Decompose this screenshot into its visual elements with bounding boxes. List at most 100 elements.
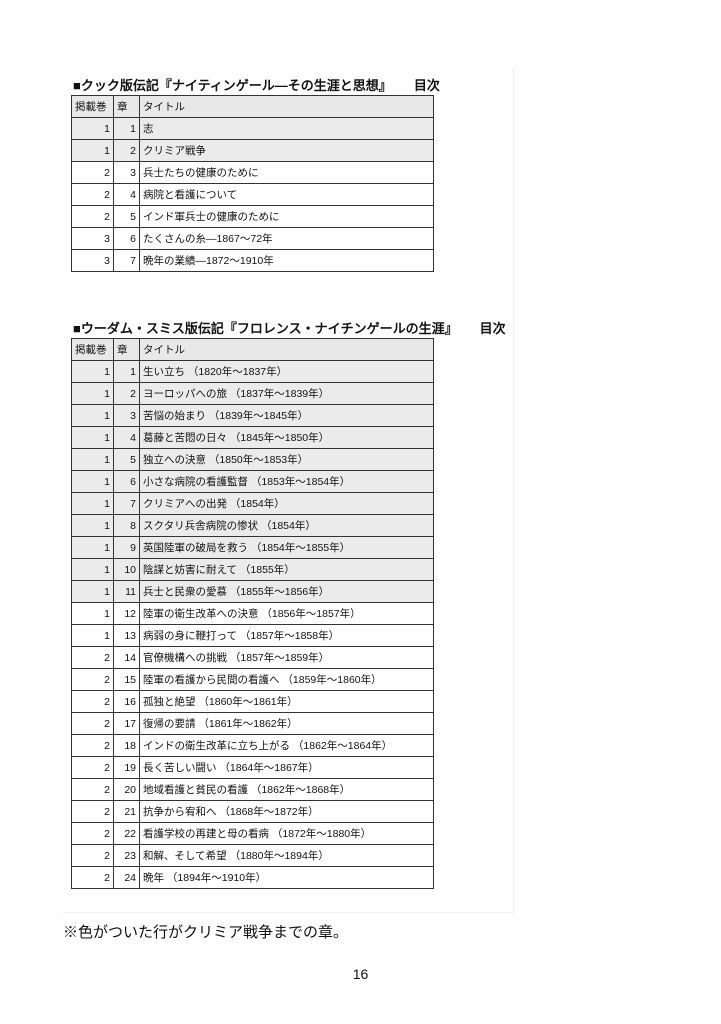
column-header: 掲載巻 [71, 338, 114, 361]
title-cell: 小さな病院の看護監督 （1853年〜1854年） [139, 470, 434, 493]
table-row: 1 3 苦悩の始まり （1839年〜1845年） [71, 404, 434, 427]
title-cell: スクタリ兵舎病院の惨状 （1854年） [139, 514, 434, 537]
chapter-cell: 3 [113, 161, 140, 184]
volume-cell: 3 [71, 227, 114, 250]
woodham-title-suffix: 目次 [479, 321, 506, 336]
table-row: 2 19 長く苦しい闘い （1864年〜1867年） [71, 756, 434, 779]
title-cell: 病院と看護について [139, 183, 434, 206]
volume-cell: 2 [71, 822, 114, 845]
chapter-cell: 21 [113, 800, 140, 823]
volume-cell: 1 [71, 602, 114, 625]
column-header: タイトル [139, 95, 434, 118]
title-cell: たくさんの糸―1867〜72年 [139, 227, 434, 250]
chapter-cell: 1 [113, 360, 140, 383]
title-cell: 官僚機構への挑戦 （1857年〜1859年） [139, 646, 434, 669]
volume-cell: 2 [71, 778, 114, 801]
title-cell: 陸軍の看護から民間の看護へ （1859年〜1860年） [139, 668, 434, 691]
embedded-table-image [63, 68, 514, 913]
chapter-cell: 23 [113, 844, 140, 867]
title-cell: 晩年の業績―1872〜1910年 [139, 249, 434, 272]
volume-cell: 2 [71, 161, 114, 184]
table-header-row: 掲載巻章タイトル [71, 338, 434, 361]
title-cell: 病弱の身に鞭打って （1857年〜1858年） [139, 624, 434, 647]
table-row: 2 23 和解、そして希望 （1880年〜1894年） [71, 844, 434, 867]
column-header: 章 [113, 338, 140, 361]
chapter-cell: 2 [113, 139, 140, 162]
title-cell: 葛藤と苦悶の日々 （1845年〜1850年） [139, 426, 434, 449]
chapter-cell: 1 [113, 117, 140, 140]
title-cell: 兵士と民衆の愛慕 （1855年〜1856年） [139, 580, 434, 603]
volume-cell: 1 [71, 514, 114, 537]
chapter-cell: 20 [113, 778, 140, 801]
chapter-cell: 24 [113, 866, 140, 889]
chapter-cell: 4 [113, 426, 140, 449]
chapter-cell: 7 [113, 249, 140, 272]
table-header-row: 掲載巻章タイトル [71, 95, 434, 118]
table-row: 2 16 孤独と絶望 （1860年〜1861年） [71, 690, 434, 713]
table-row: 1 2 クリミア戦争 [71, 139, 434, 162]
volume-cell: 2 [71, 756, 114, 779]
table-row: 2 24 晩年 （1894年〜1910年） [71, 866, 434, 889]
column-header: タイトル [139, 338, 434, 361]
table-row: 1 11 兵士と民衆の愛慕 （1855年〜1856年） [71, 580, 434, 603]
volume-cell: 1 [71, 360, 114, 383]
table-row: 1 5 独立への決意 （1850年〜1853年） [71, 448, 434, 471]
volume-cell: 1 [71, 117, 114, 140]
table-row: 2 5 インド軍兵士の健康のために [71, 205, 434, 228]
chapter-cell: 7 [113, 492, 140, 515]
title-cell: インドの衛生改革に立ち上がる （1862年〜1864年） [139, 734, 434, 757]
title-cell: 独立への決意 （1850年〜1853年） [139, 448, 434, 471]
title-cell: 抗争から宥和へ （1868年〜1872年） [139, 800, 434, 823]
title-cell: 志 [139, 117, 434, 140]
woodham-table-body: 掲載巻章タイトル 1 1 生い立ち （1820年〜1837年） 1 2 ヨーロッパへの旅 （… [71, 338, 434, 889]
table-row: 1 4 葛藤と苦悶の日々 （1845年〜1850年） [71, 426, 434, 449]
woodham-title-text: ■ウーダム・スミス版伝記『フロレンス・ナイチンゲールの生涯』 [73, 321, 458, 336]
volume-cell: 2 [71, 183, 114, 206]
title-cell: 英国陸軍の破局を救う （1854年〜1855年） [139, 536, 434, 559]
table-row: 1 6 小さな病院の看護監督 （1853年〜1854年） [71, 470, 434, 493]
chapter-cell: 5 [113, 448, 140, 471]
volume-cell: 2 [71, 734, 114, 757]
chapter-cell: 13 [113, 624, 140, 647]
title-cell: クリミアへの出発 （1854年） [139, 492, 434, 515]
chapter-cell: 12 [113, 602, 140, 625]
table-row: 2 17 復帰の要請 （1861年〜1862年） [71, 712, 434, 735]
title-cell: 陰謀と妨害に耐えて （1855年） [139, 558, 434, 581]
title-cell: ヨーロッパへの旅 （1837年〜1839年） [139, 382, 434, 405]
title-cell: インド軍兵士の健康のために [139, 205, 434, 228]
volume-cell: 3 [71, 249, 114, 272]
chapter-cell: 4 [113, 183, 140, 206]
volume-cell: 1 [71, 470, 114, 493]
chapter-cell: 9 [113, 536, 140, 559]
volume-cell: 2 [71, 844, 114, 867]
volume-cell: 2 [71, 668, 114, 691]
title-cell: 生い立ち （1820年〜1837年） [139, 360, 434, 383]
table-row: 1 2 ヨーロッパへの旅 （1837年〜1839年） [71, 382, 434, 405]
chapter-cell: 15 [113, 668, 140, 691]
volume-cell: 1 [71, 624, 114, 647]
title-cell: 苦悩の始まり （1839年〜1845年） [139, 404, 434, 427]
table-row: 2 3 兵士たちの健康のために [71, 161, 434, 184]
chapter-cell: 6 [113, 227, 140, 250]
table-row: 1 13 病弱の身に鞭打って （1857年〜1858年） [71, 624, 434, 647]
title-cell: 復帰の要請 （1861年〜1862年） [139, 712, 434, 735]
title-cell: 和解、そして希望 （1880年〜1894年） [139, 844, 434, 867]
table-row: 1 9 英国陸軍の破局を救う （1854年〜1855年） [71, 536, 434, 559]
cook-contents-table: 掲載巻章タイトル 1 1 志 1 2 クリミア戦争 2 3 兵士たちの健康のために 2 4 病院と看護に… [71, 95, 434, 272]
footnote: ※色がついた行がクリミア戦争までの章。 [63, 925, 349, 941]
table-row: 2 21 抗争から宥和へ （1868年〜1872年） [71, 800, 434, 823]
table-row: 3 7 晩年の業績―1872〜1910年 [71, 249, 434, 272]
volume-cell: 1 [71, 536, 114, 559]
column-header: 掲載巻 [71, 95, 114, 118]
title-cell: 看護学校の再建と母の看病 （1872年〜1880年） [139, 822, 434, 845]
chapter-cell: 10 [113, 558, 140, 581]
cook-title-suffix: 目次 [413, 78, 440, 93]
volume-cell: 1 [71, 426, 114, 449]
table-row: 2 22 看護学校の再建と母の看病 （1872年〜1880年） [71, 822, 434, 845]
volume-cell: 1 [71, 382, 114, 405]
cook-title-text: ■クック版伝記『ナイティンゲール―その生涯と思想』 [73, 78, 392, 93]
chapter-cell: 16 [113, 690, 140, 713]
table-row: 1 10 陰謀と妨害に耐えて （1855年） [71, 558, 434, 581]
chapter-cell: 2 [113, 382, 140, 405]
